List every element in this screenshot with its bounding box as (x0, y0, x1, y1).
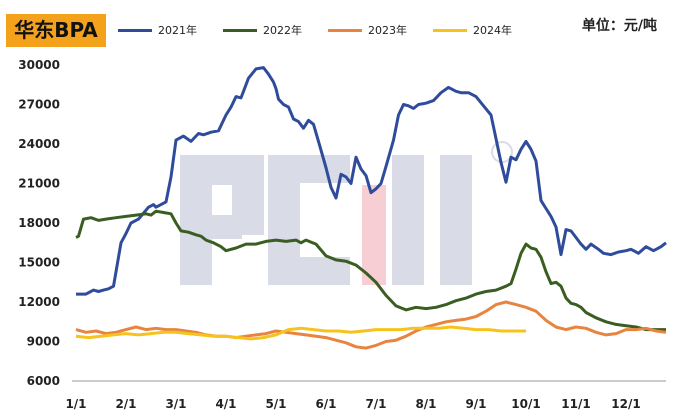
y-tick-label: 21000 (18, 177, 60, 191)
x-tick-label: 9/1 (465, 397, 486, 411)
x-tick-label: 5/1 (265, 397, 286, 411)
watermark-logo (180, 141, 513, 285)
legend: 2021年 2022年 2023年 2024年 (118, 22, 512, 38)
x-tick-label: 6/1 (315, 397, 336, 411)
chart-title: 华东BPA (6, 14, 106, 47)
y-tick-label: 27000 (18, 98, 60, 112)
legend-item-2021: 2021年 (118, 22, 197, 38)
legend-label-2024: 2024年 (473, 24, 512, 37)
series-line-1 (75, 209, 666, 332)
y-tick-label: 18000 (18, 216, 60, 230)
legend-item-2024: 2024年 (433, 22, 512, 38)
legend-label-2023: 2023年 (368, 24, 407, 37)
legend-swatch-2023 (328, 28, 362, 32)
x-tick-label: 4/1 (215, 397, 236, 411)
x-tick-label: 8/1 (415, 397, 436, 411)
x-tick-label: 2/1 (115, 397, 136, 411)
unit-label: 单位：元/吨 (581, 18, 657, 34)
y-tick-label: 9000 (27, 335, 60, 349)
series-lines (75, 66, 667, 350)
x-tick-label: 7/1 (365, 397, 386, 411)
legend-item-2023: 2023年 (328, 22, 407, 38)
x-tick-label: 3/1 (165, 397, 186, 411)
y-tick-label: 30000 (18, 58, 60, 72)
x-tick-label: 10/1 (511, 397, 540, 411)
series-line-2 (75, 300, 667, 350)
y-axis-ticks: 6000 9000 12000 15000 18000 21000 24000 27000 30… (18, 58, 60, 388)
series-line-0 (76, 66, 667, 296)
y-tick-label: 15000 (18, 256, 60, 270)
y-tick-label: 6000 (27, 374, 60, 388)
series-line-3 (75, 325, 526, 341)
y-tick-label: 12000 (18, 295, 60, 309)
legend-item-2022: 2022年 (223, 22, 302, 38)
y-tick-label: 24000 (18, 137, 60, 151)
legend-label-2022: 2022年 (263, 24, 302, 37)
x-tick-label: 1/1 (65, 397, 86, 411)
x-axis-ticks: 1/1 2/1 3/1 4/1 5/1 6/1 7/1 8/1 9/1 10/1 11/1 12/1 (65, 397, 640, 411)
x-tick-label: 11/1 (561, 397, 590, 411)
legend-label-2021: 2021年 (158, 24, 197, 37)
legend-swatch-2021 (118, 28, 152, 32)
x-tick-label: 12/1 (611, 397, 640, 411)
legend-swatch-2022 (223, 28, 257, 32)
legend-swatch-2024 (433, 28, 467, 32)
